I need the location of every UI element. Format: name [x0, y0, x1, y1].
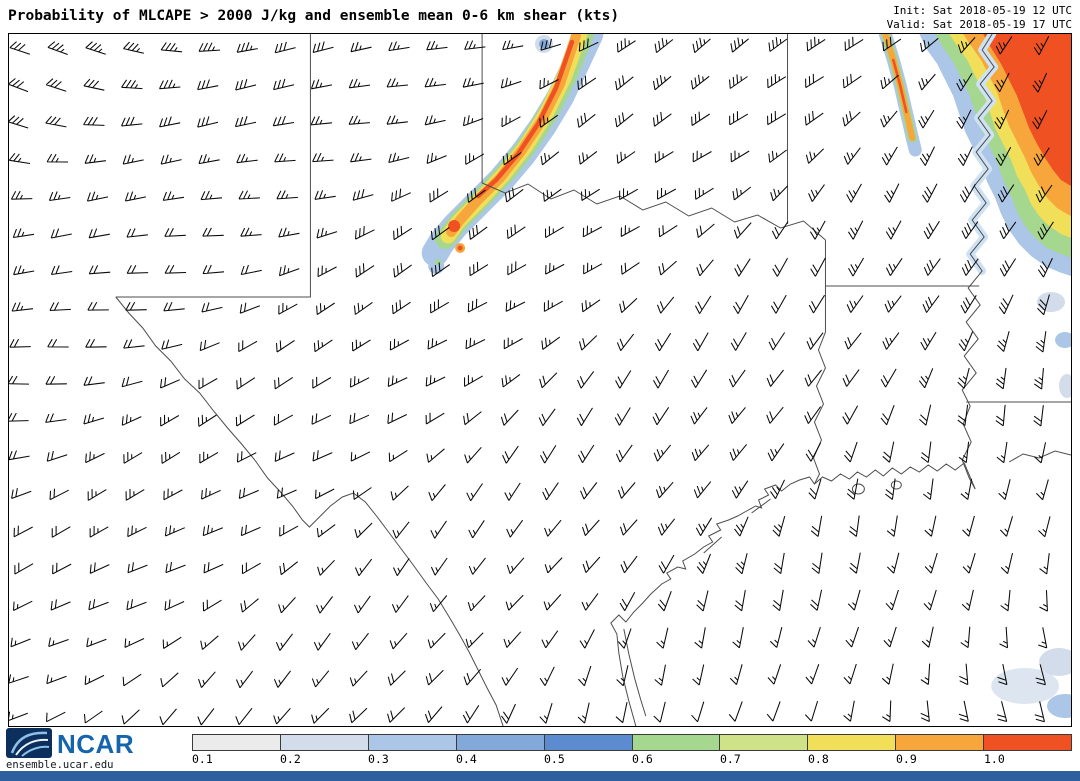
colorbar-label-0.7: 0.7: [720, 752, 741, 766]
probability-shading: [421, 34, 1071, 718]
colorbar-label-1.0: 1.0: [984, 752, 1005, 766]
colorbar-cell-0.7: [720, 735, 809, 750]
colorbar-label-0.4: 0.4: [456, 752, 477, 766]
map-canvas: [9, 34, 1071, 726]
colorbar-label-0.6: 0.6: [632, 752, 653, 766]
colorbar-label-0.5: 0.5: [544, 752, 565, 766]
wind-barbs: [9, 35, 1054, 726]
map-title: Probability of MLCAPE > 2000 J/kg and en…: [8, 8, 620, 24]
colorbar-cell-0.2: [280, 735, 369, 750]
probability-colorbar-block: 0.1 0.2 0.3 0.4 0.5 0.6 0.7 0.8 0.9 1.0: [192, 727, 1072, 771]
init-time: Init: Sat 2018-05-19 12 UTC: [893, 4, 1072, 17]
colorbar-label-0.8: 0.8: [808, 752, 829, 766]
bottom-blue-bar: [0, 771, 1080, 781]
colorbar-cell-0.5: [544, 735, 633, 750]
colorbar-labels: 0.1 0.2 0.3 0.4 0.5 0.6 0.7 0.8 0.9 1.0: [192, 751, 1072, 766]
colorbar-label-0.3: 0.3: [368, 752, 389, 766]
colorbar-label-0.9: 0.9: [896, 752, 917, 766]
colorbar-cell-0.6: [632, 735, 721, 750]
header: Probability of MLCAPE > 2000 J/kg and en…: [0, 0, 1080, 33]
colorbar-cell-0.9: [896, 735, 985, 750]
colorbar-cell-0.4: [456, 735, 545, 750]
colorbar-label-0.2: 0.2: [280, 752, 301, 766]
site-url: ensemble.ucar.edu: [6, 759, 114, 771]
ncar-logo-block: NCAR ensemble.ucar.edu: [6, 727, 192, 771]
colorbar-cell-1.0: [984, 735, 1072, 750]
colorbar-cell-0.3: [368, 735, 457, 750]
colorbar-label-0.1: 0.1: [192, 752, 213, 766]
valid-time: Valid: Sat 2018-05-19 17 UTC: [886, 17, 1072, 31]
run-times: Init: Sat 2018-05-19 12 UTC Valid: Sat 2…: [887, 4, 1072, 32]
colorbar-cell-0.1: [193, 735, 281, 750]
ncar-logo-icon: [6, 728, 52, 758]
footer: NCAR ensemble.ucar.edu 0.1 0.2 0.3 0.4 0.5 0.…: [0, 727, 1080, 781]
ncar-logo-text: NCAR: [57, 729, 135, 759]
forecast-map: [8, 33, 1072, 727]
probability-colorbar: [192, 734, 1072, 751]
colorbar-cell-0.8: [808, 735, 897, 750]
state-borders: [115, 34, 1071, 726]
